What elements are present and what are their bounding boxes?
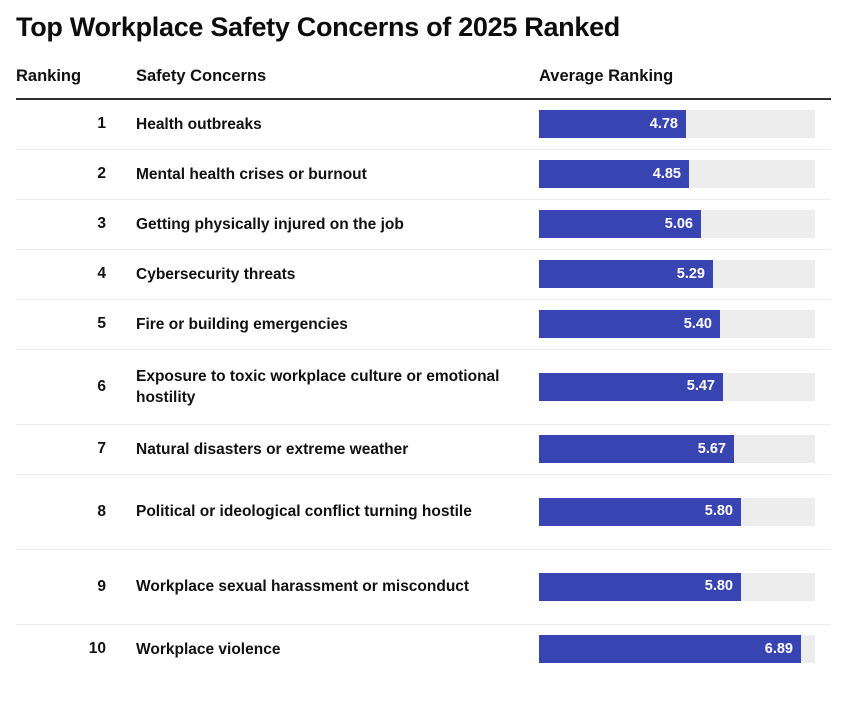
bar-cell: 5.80 (519, 549, 831, 624)
bar-cell: 5.06 (519, 199, 831, 249)
bar-cell: 5.67 (519, 424, 831, 474)
bar-fill: 5.47 (539, 372, 723, 401)
bar-fill: 5.06 (539, 210, 701, 238)
bar-track: 5.67 (539, 435, 815, 463)
bar-track: 5.06 (539, 210, 815, 238)
table-row: 6 Exposure to toxic workplace culture or … (16, 349, 831, 424)
rank-cell: 2 (97, 165, 106, 182)
bar-value-label: 5.80 (704, 503, 733, 520)
bar-value-label: 5.29 (676, 265, 705, 282)
rank-cell: 8 (97, 502, 106, 520)
bar-track: 5.80 (539, 497, 815, 526)
table-header: Ranking Safety Concerns Average Ranking (16, 67, 831, 100)
table-row: 1 Health outbreaks 4.78 (16, 99, 831, 149)
table-row: 9 Workplace sexual harassment or miscondu… (16, 549, 831, 624)
bar-value-label: 5.47 (686, 378, 715, 395)
bar-track: 5.47 (539, 372, 815, 401)
concern-label: Workplace sexual harassment or misconduc… (136, 578, 470, 595)
concern-label: Workplace violence (136, 640, 281, 658)
bar-cell: 4.78 (519, 99, 831, 149)
bar-fill: 5.80 (539, 497, 741, 526)
bar-fill: 5.67 (539, 435, 734, 463)
concern-label: Health outbreaks (136, 115, 262, 133)
bar-value-label: 5.80 (704, 578, 733, 595)
bar-fill: 5.80 (539, 572, 741, 601)
bar-cell: 5.47 (519, 349, 831, 424)
bar-value-label: 5.67 (697, 440, 726, 457)
bar-track: 5.29 (539, 260, 815, 288)
rank-cell: 10 (88, 640, 106, 658)
table-row: 2 Mental health crises or burnout 4.85 (16, 149, 831, 199)
column-header-ranking: Ranking (16, 67, 106, 100)
table-row: 5 Fire or building emergencies 5.40 (16, 299, 831, 349)
table-row: 7 Natural disasters or extreme weather 5.6… (16, 424, 831, 474)
table-row: 8 Political or ideological conflict turni… (16, 474, 831, 549)
concern-label: Natural disasters or extreme weather (136, 440, 409, 458)
bar-track: 4.85 (539, 160, 815, 188)
bar-fill: 5.40 (539, 310, 720, 338)
bar-track: 5.80 (539, 572, 815, 601)
concern-label: Getting physically injured on the job (136, 215, 404, 233)
bar-value-label: 5.40 (683, 315, 712, 332)
bar-fill: 6.89 (539, 635, 801, 664)
bar-cell: 5.29 (519, 249, 831, 299)
bar-fill: 5.29 (539, 260, 713, 288)
table-body: 1 Health outbreaks 4.78 2 Mental health cris… (16, 99, 831, 674)
bar-track: 6.89 (539, 635, 815, 664)
table-row: 10 Workplace violence 6.89 (16, 624, 831, 674)
bar-fill: 4.85 (539, 160, 689, 188)
rank-cell: 6 (97, 377, 106, 395)
concern-label: Fire or building emergencies (136, 315, 348, 333)
rank-cell: 4 (97, 265, 106, 282)
bar-track: 5.40 (539, 310, 815, 338)
bar-value-label: 4.85 (652, 165, 681, 182)
concern-label: Political or ideological conflict turnin… (136, 503, 472, 520)
concern-label: Exposure to toxic workplace culture or e… (136, 367, 500, 406)
column-header-safety-concerns: Safety Concerns (106, 67, 519, 100)
safety-concerns-table: Ranking Safety Concerns Average Ranking … (16, 67, 831, 674)
bar-value-label: 6.89 (764, 641, 793, 657)
bar-fill: 4.78 (539, 110, 686, 139)
bar-cell: 4.85 (519, 149, 831, 199)
table-header-row: Ranking Safety Concerns Average Ranking (16, 67, 831, 100)
rank-cell: 1 (97, 115, 106, 133)
column-header-average-ranking: Average Ranking (519, 67, 831, 100)
rank-cell: 9 (97, 577, 106, 595)
bar-cell: 6.89 (519, 624, 831, 674)
rank-cell: 3 (97, 215, 106, 232)
table-row: 4 Cybersecurity threats 5.29 (16, 249, 831, 299)
rank-cell: 7 (97, 440, 106, 457)
concern-label: Cybersecurity threats (136, 265, 296, 283)
table-row: 3 Getting physically injured on the job 5.… (16, 199, 831, 249)
bar-value-label: 4.78 (649, 116, 678, 132)
bar-value-label: 5.06 (664, 215, 693, 232)
concern-label: Mental health crises or burnout (136, 165, 367, 183)
bar-cell: 5.40 (519, 299, 831, 349)
bar-cell: 5.80 (519, 474, 831, 549)
page-title: Top Workplace Safety Concerns of 2025 Ra… (16, 12, 620, 42)
bar-track: 4.78 (539, 110, 815, 139)
rank-cell: 5 (97, 315, 106, 332)
